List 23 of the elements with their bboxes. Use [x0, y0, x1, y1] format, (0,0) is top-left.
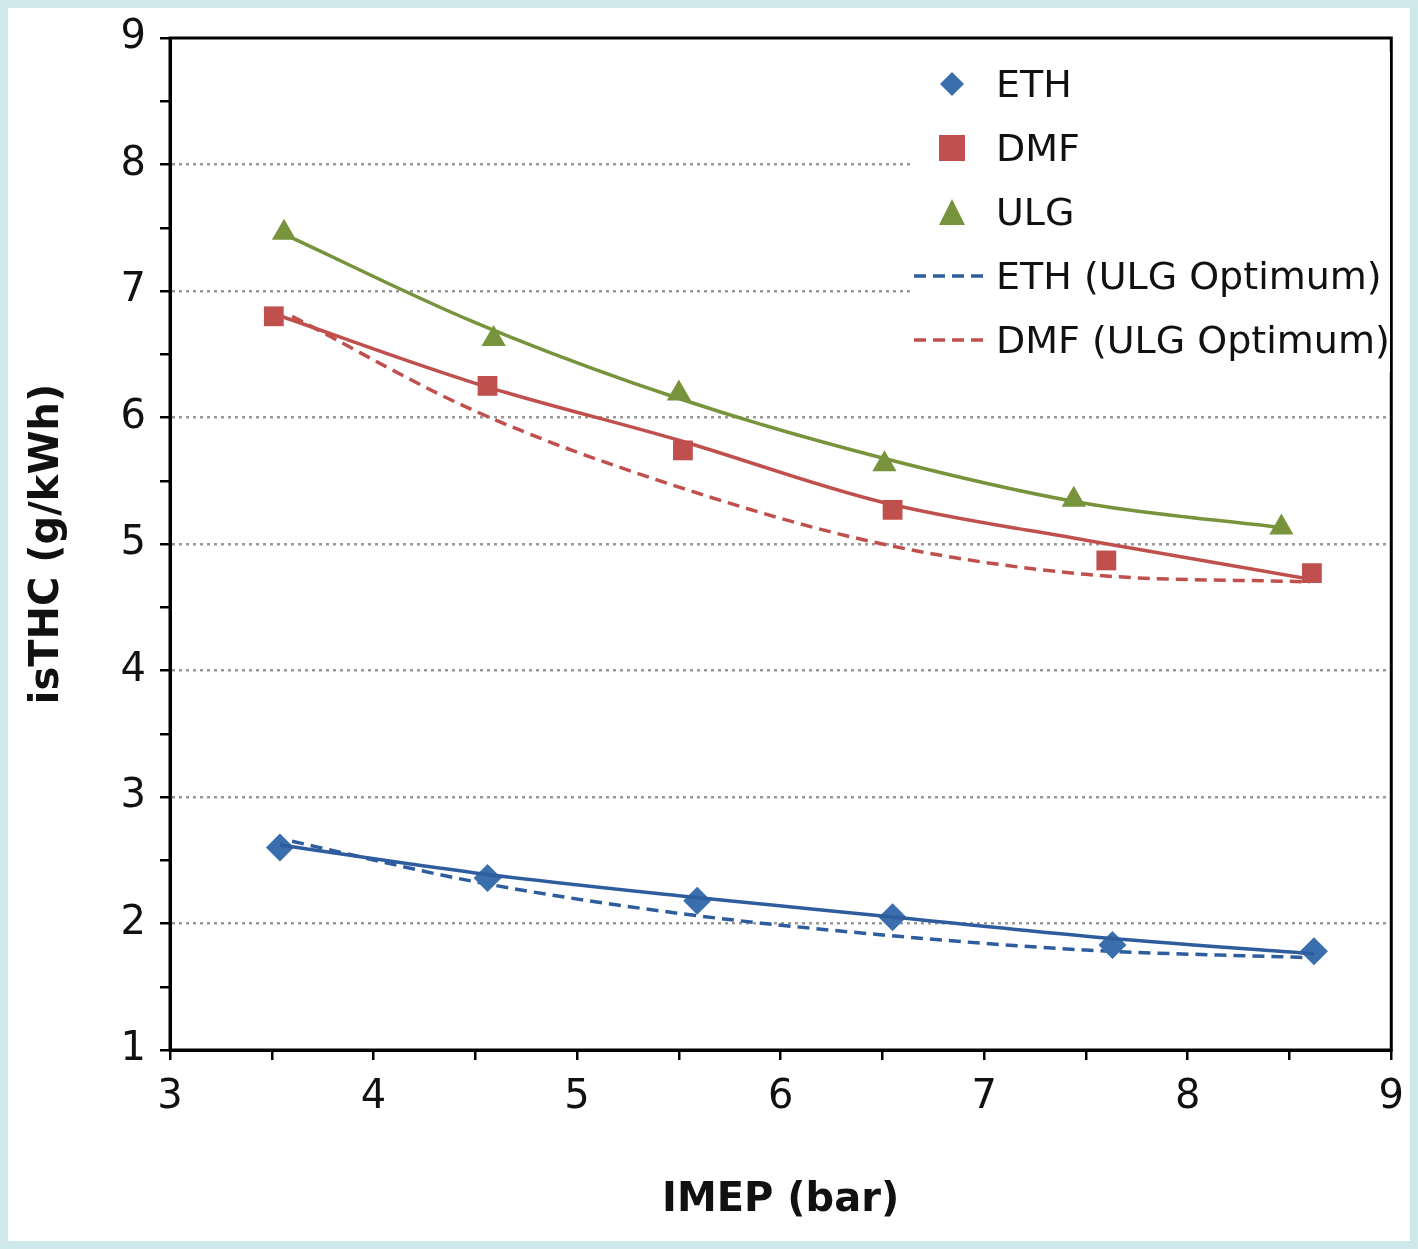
y-tick-label: 2	[120, 896, 146, 943]
x-tick-label: 7	[971, 1071, 997, 1118]
x-tick-label: 5	[564, 1071, 590, 1118]
y-tick-label: 9	[120, 11, 146, 58]
y-tick-label: 8	[120, 137, 146, 184]
x-tick-label: 9	[1378, 1071, 1404, 1118]
y-tick-label: 5	[120, 517, 146, 564]
x-tick-label: 3	[157, 1071, 183, 1118]
y-axis-title: isTHC (g/kWh)	[21, 383, 68, 705]
y-tick-label: 6	[120, 390, 146, 437]
y-tick-label: 1	[120, 1023, 146, 1070]
legend-label: DMF (ULG Optimum)	[996, 318, 1390, 362]
legend-label: ETH	[996, 62, 1072, 106]
legend-label: ULG	[996, 190, 1075, 234]
x-tick-label: 4	[360, 1071, 387, 1118]
y-tick-label: 7	[120, 264, 146, 311]
legend-label: DMF	[996, 126, 1080, 170]
y-tick-label: 4	[120, 643, 146, 690]
x-axis-title: IMEP (bar)	[662, 1174, 900, 1221]
y-tick-label: 3	[120, 770, 146, 817]
x-tick-label: 6	[767, 1071, 794, 1118]
legend-label: ETH (ULG Optimum)	[996, 254, 1382, 298]
x-tick-label: 8	[1175, 1071, 1201, 1118]
